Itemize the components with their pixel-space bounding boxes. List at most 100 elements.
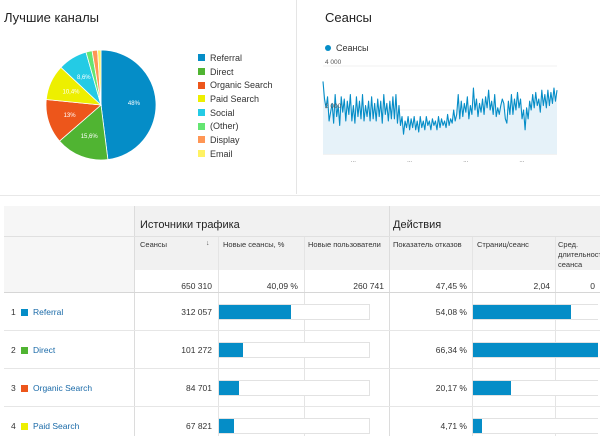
row-index: 3 xyxy=(11,383,16,393)
legend-swatch xyxy=(198,54,205,62)
series-dot-icon xyxy=(325,45,331,51)
row-sep xyxy=(4,236,600,237)
new-sessions-bar-fill xyxy=(219,419,234,433)
row-bounce-rate: 20,17 % xyxy=(435,383,467,393)
col-header-sessions[interactable]: Сеансы xyxy=(140,240,168,249)
legend-swatch xyxy=(198,122,205,130)
total-avg-duration: 0 xyxy=(590,281,595,291)
pie-legend-item[interactable]: Email xyxy=(198,147,273,161)
acquisition-group-header: Источники трафика xyxy=(140,219,240,231)
new-sessions-bar xyxy=(218,380,370,396)
sessions-area-fill xyxy=(323,81,557,154)
pages-per-session-bar xyxy=(472,304,598,320)
channel-link[interactable]: Direct xyxy=(33,345,56,355)
series-legend-label: Сеансы xyxy=(336,43,369,53)
x-tick-label: ... xyxy=(519,158,524,164)
legend-swatch xyxy=(198,150,205,158)
pie-slice-direct[interactable] xyxy=(58,104,109,161)
y-tick-label: 2 000 xyxy=(325,103,342,110)
pie-legend-item[interactable]: Paid Search xyxy=(198,92,273,106)
col-sep xyxy=(472,236,473,436)
top-channels-panel: Лучшие каналы 48% 15,6% 13% 10,4% 8,6% Refer… xyxy=(0,0,296,196)
pie-slice-referral[interactable] xyxy=(100,49,157,161)
sessions-series-line[interactable] xyxy=(322,81,558,135)
sessions-panel: Сеансы Сеансы 4 000 2 000............ xyxy=(297,0,600,196)
channels-table: Источники трафика Действия Сеансы ↓ Новые се… xyxy=(4,206,600,436)
new-sessions-bar xyxy=(218,418,370,434)
pie-slice-label: 8,6% xyxy=(77,75,91,81)
sessions-series-legend[interactable]: Сеансы xyxy=(325,43,368,53)
row-color-swatch xyxy=(21,423,28,430)
y-tick-label: 4 000 xyxy=(325,59,342,66)
section-divider xyxy=(0,195,600,196)
row-sessions: 84 701 xyxy=(186,383,212,393)
col-sep xyxy=(304,236,305,436)
row-index: 4 xyxy=(11,421,16,431)
total-new-sessions: 40,09 % xyxy=(266,281,298,291)
row-sep xyxy=(4,330,600,331)
pie-legend-item[interactable]: Display xyxy=(198,133,273,147)
pie-slice-email[interactable] xyxy=(97,49,102,106)
col-header-new-sessions[interactable]: Новые сеансы, % xyxy=(223,240,285,249)
col-sep xyxy=(555,236,556,436)
row-index: 2 xyxy=(11,345,16,355)
row-color-swatch xyxy=(21,347,28,354)
row-bounce-rate: 4,71 % xyxy=(440,421,467,431)
col-header-pages-per-session[interactable]: Страниц/сеанс xyxy=(477,240,529,249)
row-sep xyxy=(4,406,600,407)
new-sessions-bar-fill xyxy=(219,343,243,357)
legend-label: Referral xyxy=(210,52,243,63)
legend-label: Display xyxy=(210,134,240,145)
pie-legend-item[interactable]: Direct xyxy=(198,65,273,79)
row-color-swatch xyxy=(21,385,28,392)
channel-link[interactable]: Organic Search xyxy=(33,383,93,393)
legend-swatch xyxy=(198,81,205,89)
pages-per-session-bar-fill xyxy=(473,343,598,357)
row-sep xyxy=(4,292,600,293)
pie-slice-label: 13% xyxy=(64,113,77,119)
top-channels-title: Лучшие каналы xyxy=(4,10,100,25)
channel-link[interactable]: Referral xyxy=(33,307,64,317)
legend-swatch xyxy=(198,136,205,144)
new-sessions-bar xyxy=(218,342,370,358)
dashboard-top: Лучшие каналы 48% 15,6% 13% 10,4% 8,6% Refer… xyxy=(0,0,600,196)
panel-divider xyxy=(296,0,297,194)
sort-arrow-icon[interactable]: ↓ xyxy=(206,240,210,247)
pie-legend-item[interactable]: Referral xyxy=(198,51,273,65)
row-sep xyxy=(4,368,600,369)
pie-slice-label: 15,6% xyxy=(81,134,99,140)
sessions-area-chart[interactable]: 4 000 2 000............ xyxy=(297,58,600,168)
row-sessions: 312 057 xyxy=(181,307,212,317)
total-pages-per-session: 2,04 xyxy=(533,281,550,291)
pages-per-session-bar xyxy=(472,418,598,434)
row-sessions: 101 272 xyxy=(181,345,212,355)
behavior-group-header: Действия xyxy=(393,219,442,231)
sessions-chart-title: Сеансы xyxy=(325,10,372,25)
pie-legend: Referral Direct Organic Search Paid Search S… xyxy=(198,51,273,161)
legend-swatch xyxy=(198,95,205,103)
new-sessions-bar-fill xyxy=(219,305,291,319)
x-tick-label: ... xyxy=(351,158,356,164)
col-header-avg-duration[interactable]: Сред. длительность сеанса xyxy=(558,240,600,269)
pages-per-session-bar xyxy=(472,380,598,396)
col-header-bounce-rate[interactable]: Показатель отказов xyxy=(393,240,462,249)
channels-pie-chart: 48% 15,6% 13% 10,4% 8,6% xyxy=(45,49,157,161)
pie-slice-label: 10,4% xyxy=(62,89,80,95)
legend-label: (Other) xyxy=(210,121,239,132)
x-tick-label: ... xyxy=(407,158,412,164)
pie-legend-item[interactable]: (Other) xyxy=(198,119,273,133)
pie-legend-item[interactable]: Social xyxy=(198,106,273,120)
col-header-new-users[interactable]: Новые пользователи xyxy=(308,240,381,249)
channel-link[interactable]: Paid Search xyxy=(33,421,80,431)
legend-swatch xyxy=(198,68,205,76)
row-bounce-rate: 66,34 % xyxy=(435,345,467,355)
row-color-swatch xyxy=(21,309,28,316)
legend-label: Direct xyxy=(210,66,234,77)
total-new-users: 260 741 xyxy=(353,281,384,291)
total-bounce-rate: 47,45 % xyxy=(435,281,467,291)
row-sessions: 67 821 xyxy=(186,421,212,431)
totals-row-bg xyxy=(134,270,600,292)
total-sessions: 650 310 xyxy=(181,281,212,291)
pie-slice-label: 48% xyxy=(128,101,141,107)
pie-legend-item[interactable]: Organic Search xyxy=(198,78,273,92)
